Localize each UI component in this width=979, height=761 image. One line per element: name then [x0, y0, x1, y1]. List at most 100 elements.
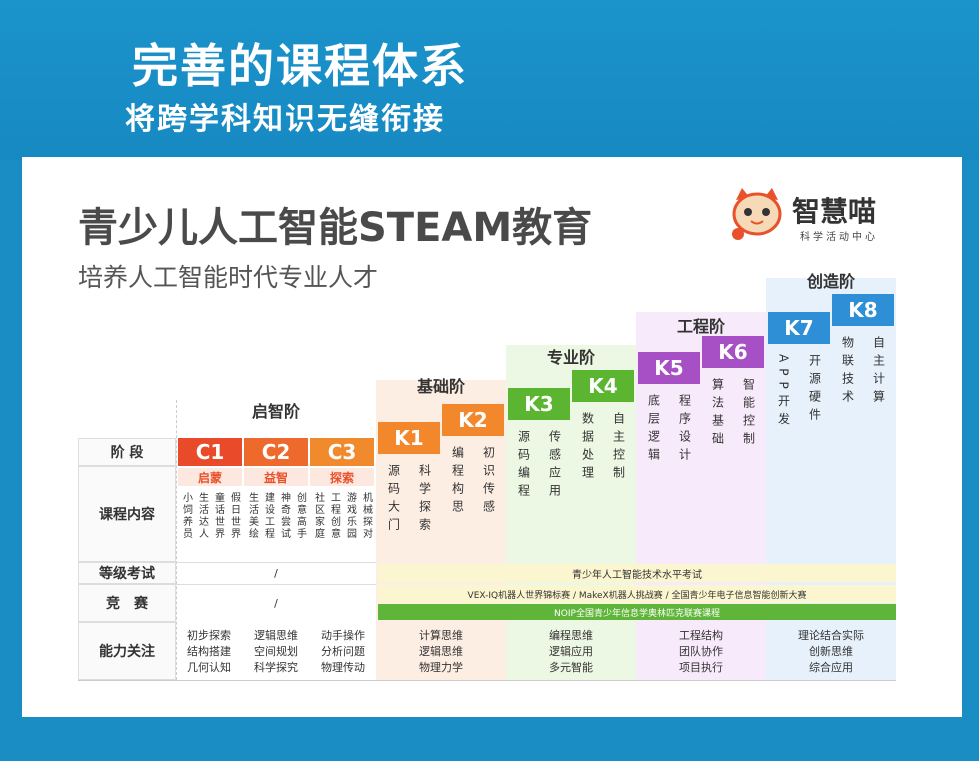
c2-item: 神奇尝试 [278, 492, 290, 540]
exam-k-band: 青少年人工智能技术水平考试 [378, 564, 896, 582]
focus-item: 编程思维 [549, 629, 593, 642]
focus-item: 初步探索 [187, 629, 231, 642]
k4-item: 数据处理 [580, 412, 595, 484]
k8-item: 自主计算 [871, 336, 886, 408]
focus-item: 分析问题 [321, 645, 365, 658]
k2-item: 初识传感 [481, 446, 496, 518]
focus-item: 物理传动 [321, 661, 365, 674]
exam-c-value: / [176, 562, 376, 584]
c3-content: 社区家庭 工程创意 游戏乐园 机械探对 [310, 490, 374, 560]
focus-item: 创新思维 [809, 645, 853, 658]
level-badge-k8: K8 [832, 294, 894, 326]
row-label-focus: 能力关注 [78, 622, 176, 680]
c1-content: 小饲养员 生活达人 童话世界 假日世界 [178, 490, 242, 560]
k1-content: 源码大门 科学探索 [378, 456, 440, 560]
hero-subtitle: 将跨学科知识无缝衔接 [125, 102, 445, 137]
focus-item: 计算思维 [419, 629, 463, 642]
k7-item: 开源硬件 [807, 354, 822, 426]
k8-content: 物联技术 自主计算 [832, 328, 894, 560]
c2-item: 生活美绘 [246, 492, 258, 540]
c3-item: 工程创意 [328, 492, 340, 540]
focus-item: 几何认知 [187, 661, 231, 674]
card-subtitle: 培养人工智能时代专业人才 [78, 263, 379, 292]
k6-item: 智能控制 [741, 378, 756, 450]
level-badge-c3: C3 [310, 438, 374, 466]
level-badge-k1: K1 [378, 422, 440, 454]
k4-content: 数据处理 自主控制 [572, 404, 634, 560]
stage-label-zhuanye: 专业阶 [546, 348, 595, 367]
c1-item: 生活达人 [196, 492, 208, 540]
stage-label-qizhi: 启智阶 [251, 402, 300, 421]
focus-item: 科学探究 [254, 661, 298, 674]
competition-band-1: VEX-IQ机器人世界锦标赛 / MakeX机器人挑战赛 / 全国青少年电子信息… [378, 585, 896, 603]
c1-item: 小饲养员 [180, 492, 192, 540]
k5-item: 程序设计 [677, 394, 692, 466]
k7-item: APP开发 [776, 354, 791, 431]
row-label-competition: 竞 赛 [78, 584, 176, 622]
level-badge-c1: C1 [178, 438, 242, 466]
k4-item: 自主控制 [611, 412, 626, 484]
focus-item: 物理力学 [419, 661, 463, 674]
c3-item: 机械探对 [360, 492, 372, 540]
row-label-exam: 等级考试 [78, 562, 176, 584]
k2-content: 编程构思 初识传感 [442, 438, 504, 560]
level-badge-k4: K4 [572, 370, 634, 402]
c2-tag: 益智 [244, 468, 308, 486]
c2-item: 创意高手 [294, 492, 306, 540]
stage-label-chuangzao: 创造阶 [806, 272, 855, 291]
k1-item: 科学探索 [417, 464, 432, 536]
brand-name: 智慧喵 [792, 195, 877, 228]
competition-c-value: / [176, 584, 376, 622]
k3-item: 源码编程 [516, 430, 531, 502]
stage-label-jichu: 基础阶 [416, 377, 465, 396]
stage-label-gongcheng: 工程阶 [676, 317, 725, 336]
focus-chuangzao: 理论结合实际 创新思维 综合应用 [766, 624, 896, 680]
c3-item: 社区家庭 [312, 492, 324, 540]
focus-item: 多元智能 [549, 661, 593, 674]
focus-jichu: 计算思维 逻辑思维 物理力学 [376, 624, 506, 680]
c3-tag: 探索 [310, 468, 374, 486]
k6-content: 算法基础 智能控制 [702, 370, 764, 560]
focus-item: 逻辑思维 [419, 645, 463, 658]
table-bottom-line [78, 680, 896, 681]
row-label-stage: 阶 段 [78, 438, 176, 466]
focus-item: 综合应用 [809, 661, 853, 674]
focus-gongcheng: 工程结构 团队协作 项目执行 [636, 624, 766, 680]
focus-item: 空间规划 [254, 645, 298, 658]
hero-title: 完善的课程体系 [132, 39, 468, 93]
level-badge-k2: K2 [442, 404, 504, 436]
k5-item: 底层逻辑 [646, 394, 661, 466]
focus-item: 理论结合实际 [798, 629, 864, 642]
level-badge-k6: K6 [702, 336, 764, 368]
k3-content: 源码编程 传感应用 [508, 422, 570, 560]
k8-item: 物联技术 [840, 336, 855, 408]
c1-item: 童话世界 [212, 492, 224, 540]
k5-content: 底层逻辑 程序设计 [638, 386, 700, 560]
brand-tagline: 科学活动中心 [800, 232, 878, 243]
focus-c3: 动手操作 分析问题 物理传动 [310, 624, 376, 680]
k7-content: APP开发 开源硬件 [768, 346, 830, 560]
level-badge-k7: K7 [768, 312, 830, 344]
card-title: 青少儿人工智能STEAM教育 [78, 205, 593, 251]
focus-item: 动手操作 [321, 629, 365, 642]
k1-item: 源码大门 [386, 464, 401, 536]
competition-band-2: NOIP全国青少年信息学奥林匹克联赛课程 [378, 604, 896, 620]
c2-content: 生活美绘 建设工程 神奇尝试 创意高手 [244, 490, 308, 560]
focus-c1: 初步探索 结构搭建 几何认知 [176, 624, 242, 680]
focus-zhuanye: 编程思维 逻辑应用 多元智能 [506, 624, 636, 680]
focus-item: 项目执行 [679, 661, 723, 674]
focus-item: 团队协作 [679, 645, 723, 658]
level-badge-k5: K5 [638, 352, 700, 384]
c2-item: 建设工程 [262, 492, 274, 540]
header-background [0, 0, 979, 160]
focus-item: 结构搭建 [187, 645, 231, 658]
focus-c2: 逻辑思维 空间规划 科学探究 [243, 624, 309, 680]
c1-item: 假日世界 [228, 492, 240, 540]
focus-item: 逻辑思维 [254, 629, 298, 642]
c1-tag: 启蒙 [178, 468, 242, 486]
brand-logo: 智慧喵 科学活动中心 [728, 186, 908, 246]
k2-item: 编程构思 [450, 446, 465, 518]
level-badge-c2: C2 [244, 438, 308, 466]
k6-item: 算法基础 [710, 378, 725, 450]
focus-item: 逻辑应用 [549, 645, 593, 658]
